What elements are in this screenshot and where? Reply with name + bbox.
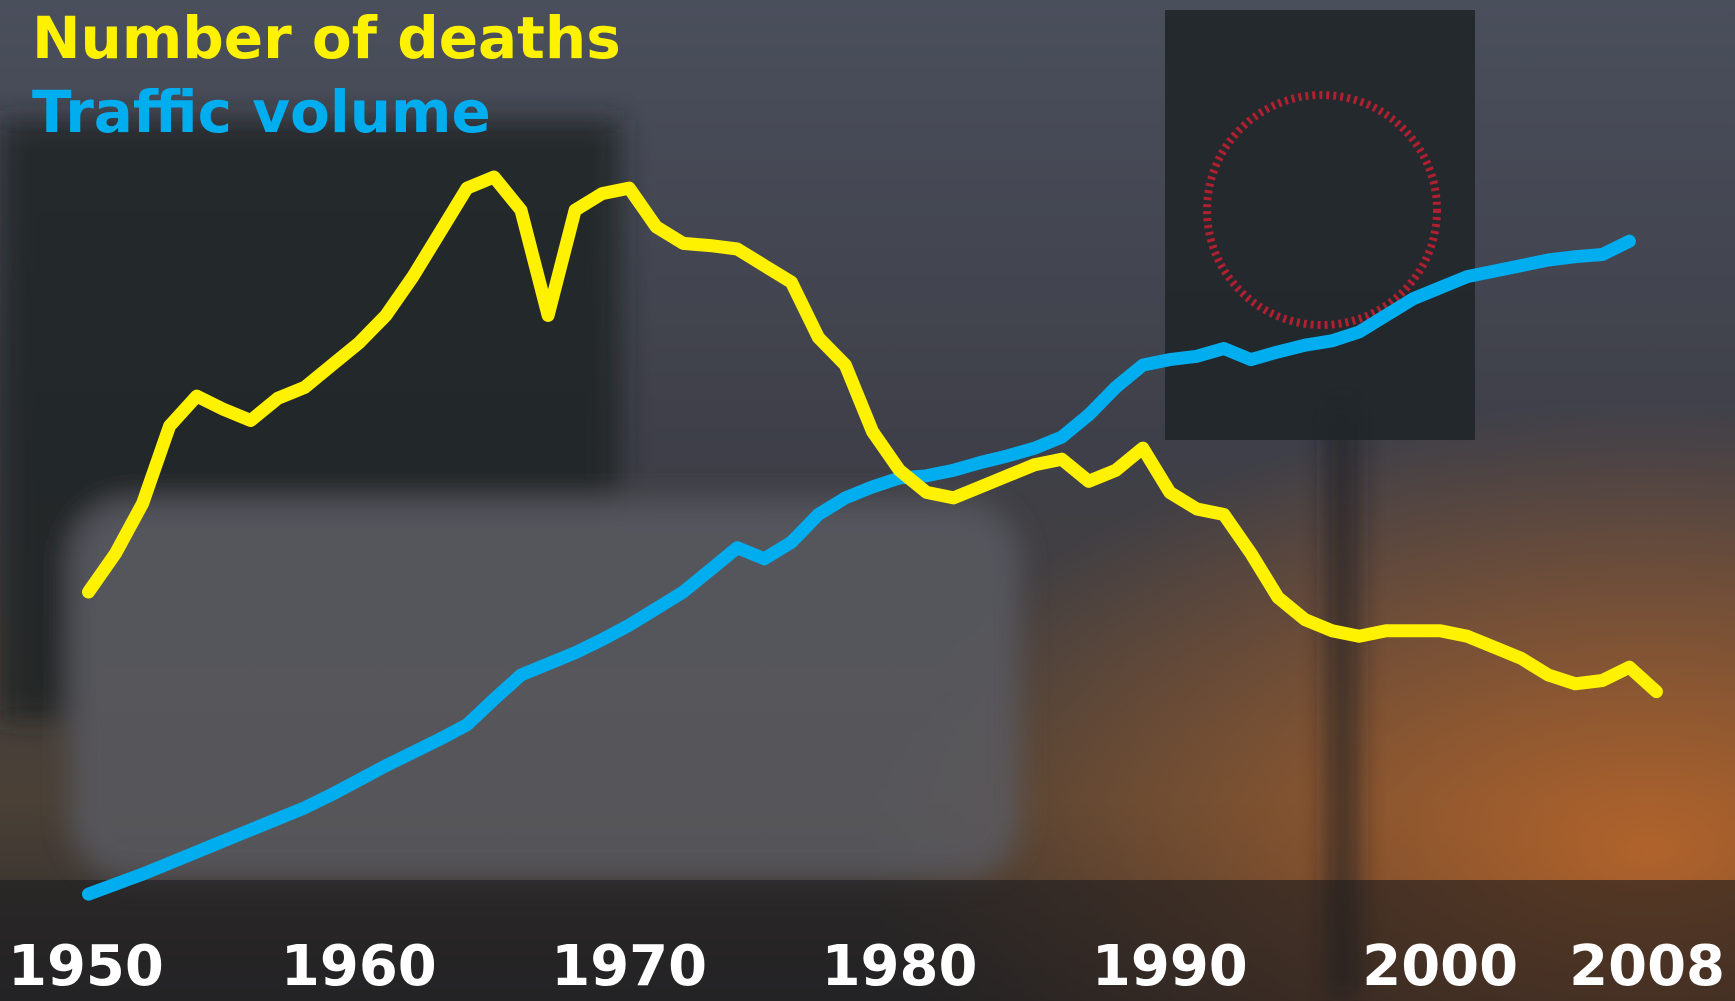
- background: [0, 0, 1735, 1001]
- x-tick-label: 2008: [1569, 934, 1725, 999]
- x-tick-label: 1980: [822, 934, 978, 999]
- chart: Number of deathsTraffic volume 1950 1960 1…: [0, 0, 1735, 1001]
- x-tick-label: 2000: [1362, 934, 1518, 999]
- x-tick-label: 1970: [551, 934, 707, 999]
- x-tick-label: 1950: [8, 934, 164, 999]
- x-tick-label: 1990: [1092, 934, 1248, 999]
- legend-entry: Number of deaths: [32, 4, 621, 72]
- legend-entry: Traffic volume: [32, 78, 491, 146]
- x-tick-label: 1960: [281, 934, 437, 999]
